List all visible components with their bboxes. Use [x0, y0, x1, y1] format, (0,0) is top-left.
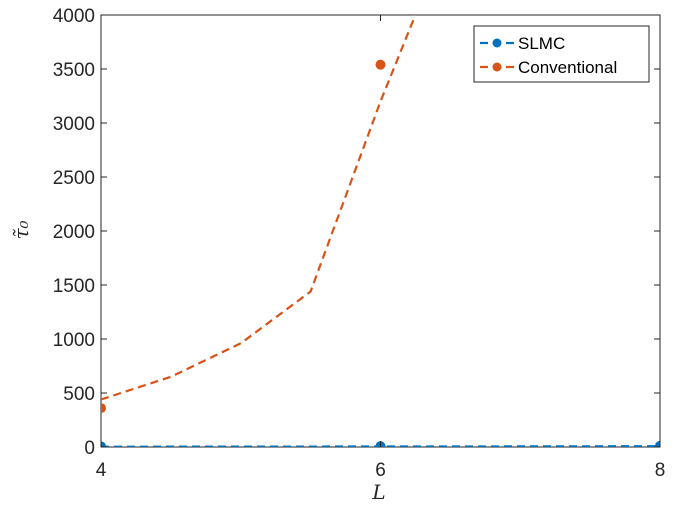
legend-box [473, 25, 650, 83]
x-tick-label: 8 [655, 460, 666, 481]
data-point [101, 403, 106, 414]
y-tick-label: 3000 [53, 114, 95, 135]
x-axis-label: L [371, 480, 385, 504]
y-tick-label: 3500 [53, 60, 95, 81]
legend: SLMC Conventional [473, 25, 650, 83]
y-tick-label: 4000 [53, 6, 95, 27]
y-tick-label: 500 [63, 384, 95, 405]
legend-label: Conventional [518, 58, 617, 77]
x-tick-label: 6 [375, 460, 386, 481]
legend-label: SLMC [518, 34, 565, 53]
series-conventional [101, 15, 417, 414]
legend-item: Conventional [480, 58, 617, 77]
legend-marker [492, 62, 502, 72]
tick-labels: 4 6 8 0 500 1000 1500 2000 2500 3000 3500 4000 [53, 6, 666, 481]
x-tick-label: 4 [96, 460, 107, 481]
y-tick-label: 1500 [53, 276, 95, 297]
legend-item: SLMC [480, 34, 565, 53]
y-tick-label: 2000 [53, 222, 95, 243]
series-line [101, 15, 417, 401]
y-tick-label: 2500 [53, 168, 95, 189]
data-point [655, 440, 660, 447]
data-point [375, 59, 386, 70]
y-tick-label: 0 [84, 438, 95, 459]
legend-marker [492, 38, 502, 48]
data-point [101, 441, 106, 447]
y-axis-label: τ̃₀ [9, 220, 33, 239]
y-tick-label: 1000 [53, 330, 95, 351]
